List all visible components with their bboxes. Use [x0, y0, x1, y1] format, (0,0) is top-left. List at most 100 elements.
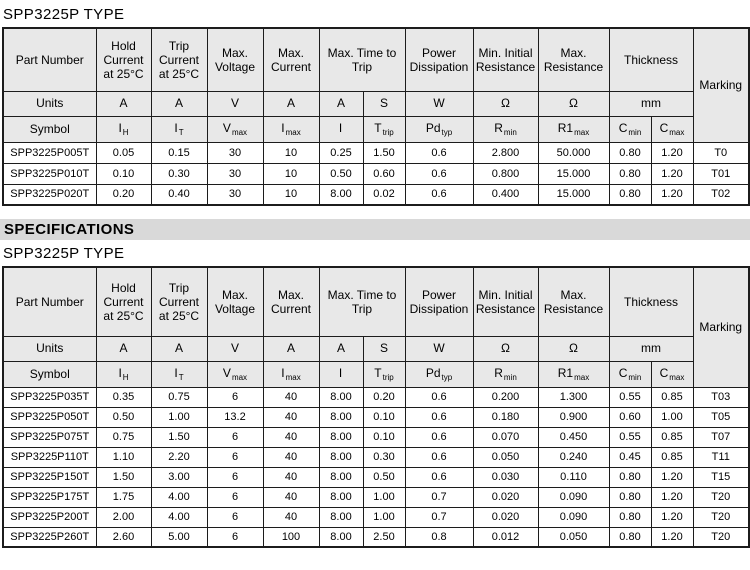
units-cell: S: [362, 335, 406, 362]
col-header-power-dissipation: Power Dissipation: [404, 266, 474, 337]
units-cell: A: [95, 335, 152, 362]
value-cell: T15: [692, 466, 750, 488]
table-row: SPP3225P075T 0.75 1.50 6 40 8.00 0.10 0.6 0.070 0…: [2, 426, 750, 448]
value-cell: 0.240: [537, 446, 610, 468]
col-header-max-voltage: Max. Voltage: [206, 266, 264, 337]
value-cell: 0.75: [150, 386, 208, 408]
col-header-max-resistance: Max. Resistance: [537, 27, 610, 92]
value-cell: 0.400: [472, 183, 539, 206]
value-cell: 0.012: [472, 526, 539, 548]
units-cell: mm: [608, 90, 694, 117]
value-cell: 6: [206, 426, 264, 448]
part-number-cell: SPP3225P175T: [2, 486, 97, 508]
value-cell: T20: [692, 486, 750, 508]
units-row: Units A A V A A S W Ω Ω mm: [2, 90, 749, 117]
units-cell: Ω: [472, 90, 539, 117]
symbol-cell: IT: [150, 115, 208, 143]
units-cell: A: [262, 90, 320, 117]
value-cell: 40: [262, 486, 320, 508]
part-number-cell: SPP3225P260T: [2, 526, 97, 548]
units-cell: A: [150, 90, 208, 117]
value-cell: 40: [262, 446, 320, 468]
value-cell: 0.070: [472, 426, 539, 448]
value-cell: 6: [206, 446, 264, 468]
part-number-cell: SPP3225P110T: [2, 446, 97, 468]
symbol-cell: Imax: [262, 115, 320, 143]
value-cell: 0.800: [472, 162, 539, 185]
value-cell: 1.20: [650, 162, 694, 185]
symbol-cell: Cmin: [608, 360, 652, 388]
part-number-cell: SPP3225P010T: [2, 162, 97, 185]
part-number-cell: SPP3225P075T: [2, 426, 97, 448]
col-header-part-number: Part Number: [2, 27, 97, 92]
value-cell: 0.050: [537, 526, 610, 548]
value-cell: 1.20: [650, 183, 694, 206]
value-cell: 0.50: [95, 406, 152, 428]
value-cell: 2.20: [150, 446, 208, 468]
value-cell: 2.800: [472, 141, 539, 164]
col-header-max-current: Max. Current: [262, 27, 320, 92]
value-cell: 0.30: [362, 446, 406, 468]
units-cell: V: [206, 335, 264, 362]
symbol-cell: Pdtyp: [404, 115, 474, 143]
value-cell: 6: [206, 506, 264, 528]
value-cell: 15.000: [537, 183, 610, 206]
table-row: SPP3225P175T 1.75 4.00 6 40 8.00 1.00 0.7 0.020 0…: [2, 486, 750, 508]
value-cell: 8.00: [318, 526, 364, 548]
col-header-marking: Marking: [692, 266, 750, 388]
table1-title: SPP3225P TYPE: [3, 6, 125, 23]
col-header-min-initial-resistance: Min. Initial Resistance: [472, 27, 539, 92]
value-cell: 1.300: [537, 386, 610, 408]
value-cell: 0.85: [650, 446, 694, 468]
symbol-cell: Cmax: [650, 360, 694, 388]
value-cell: 8.00: [318, 446, 364, 468]
value-cell: T02: [692, 183, 750, 206]
table-row: SPP3225P110T 1.10 2.20 6 40 8.00 0.30 0.6 0.050 0…: [2, 446, 750, 468]
value-cell: T07: [692, 426, 750, 448]
table-row: SPP3225P005T 0.05 0.15 30 10 0.25 1.50 0.6 2.800…: [2, 141, 750, 164]
col-header-thickness: Thickness: [608, 27, 694, 92]
value-cell: 1.20: [650, 506, 694, 528]
value-cell: 1.20: [650, 486, 694, 508]
value-cell: 0.75: [95, 426, 152, 448]
symbol-cell: Cmax: [650, 115, 694, 143]
value-cell: 0.6: [404, 426, 474, 448]
symbol-cell: Pdtyp: [404, 360, 474, 388]
value-cell: 0.45: [608, 446, 652, 468]
part-number-cell: SPP3225P050T: [2, 406, 97, 428]
col-header-hold-current: Hold Current at 25°C: [95, 27, 152, 92]
col-header-trip-current: Trip Current at 25°C: [150, 27, 208, 92]
value-cell: 2.00: [95, 506, 152, 528]
value-cell: 0.80: [608, 466, 652, 488]
col-header-max-time-to-trip: Max. Time to Trip: [318, 27, 406, 92]
value-cell: 10: [262, 141, 320, 164]
symbol-cell: R1max: [537, 360, 610, 388]
header-row: Part Number Hold Current at 25°C Trip Cu…: [2, 266, 750, 388]
value-cell: 0.20: [95, 183, 152, 206]
spec-table-2: Part Number Hold Current at 25°C Trip Cu…: [2, 266, 750, 548]
value-cell: 0.8: [404, 526, 474, 548]
value-cell: 0.85: [650, 426, 694, 448]
value-cell: 0.050: [472, 446, 539, 468]
value-cell: 0.60: [362, 162, 406, 185]
symbol-cell: IH: [95, 115, 152, 143]
value-cell: 4.00: [150, 506, 208, 528]
units-cell: Ω: [537, 90, 610, 117]
value-cell: 0.02: [362, 183, 406, 206]
value-cell: 0.50: [318, 162, 364, 185]
units-cell: A: [150, 335, 208, 362]
value-cell: 0.80: [608, 486, 652, 508]
symbol-cell: I: [318, 360, 364, 388]
value-cell: 1.20: [650, 466, 694, 488]
col-header-marking: Marking: [692, 27, 750, 143]
units-cell: S: [362, 90, 406, 117]
value-cell: T20: [692, 506, 750, 528]
symbol-cell: Ttrip: [362, 115, 406, 143]
value-cell: 0.6: [404, 386, 474, 408]
table-row: SPP3225P020T 0.20 0.40 30 10 8.00 0.02 0.6 0.400…: [2, 183, 750, 206]
col-header-trip-current: Trip Current at 25°C: [150, 266, 208, 337]
value-cell: 10: [262, 162, 320, 185]
units-cell: Ω: [537, 335, 610, 362]
value-cell: 6: [206, 486, 264, 508]
value-cell: 1.20: [650, 141, 694, 164]
